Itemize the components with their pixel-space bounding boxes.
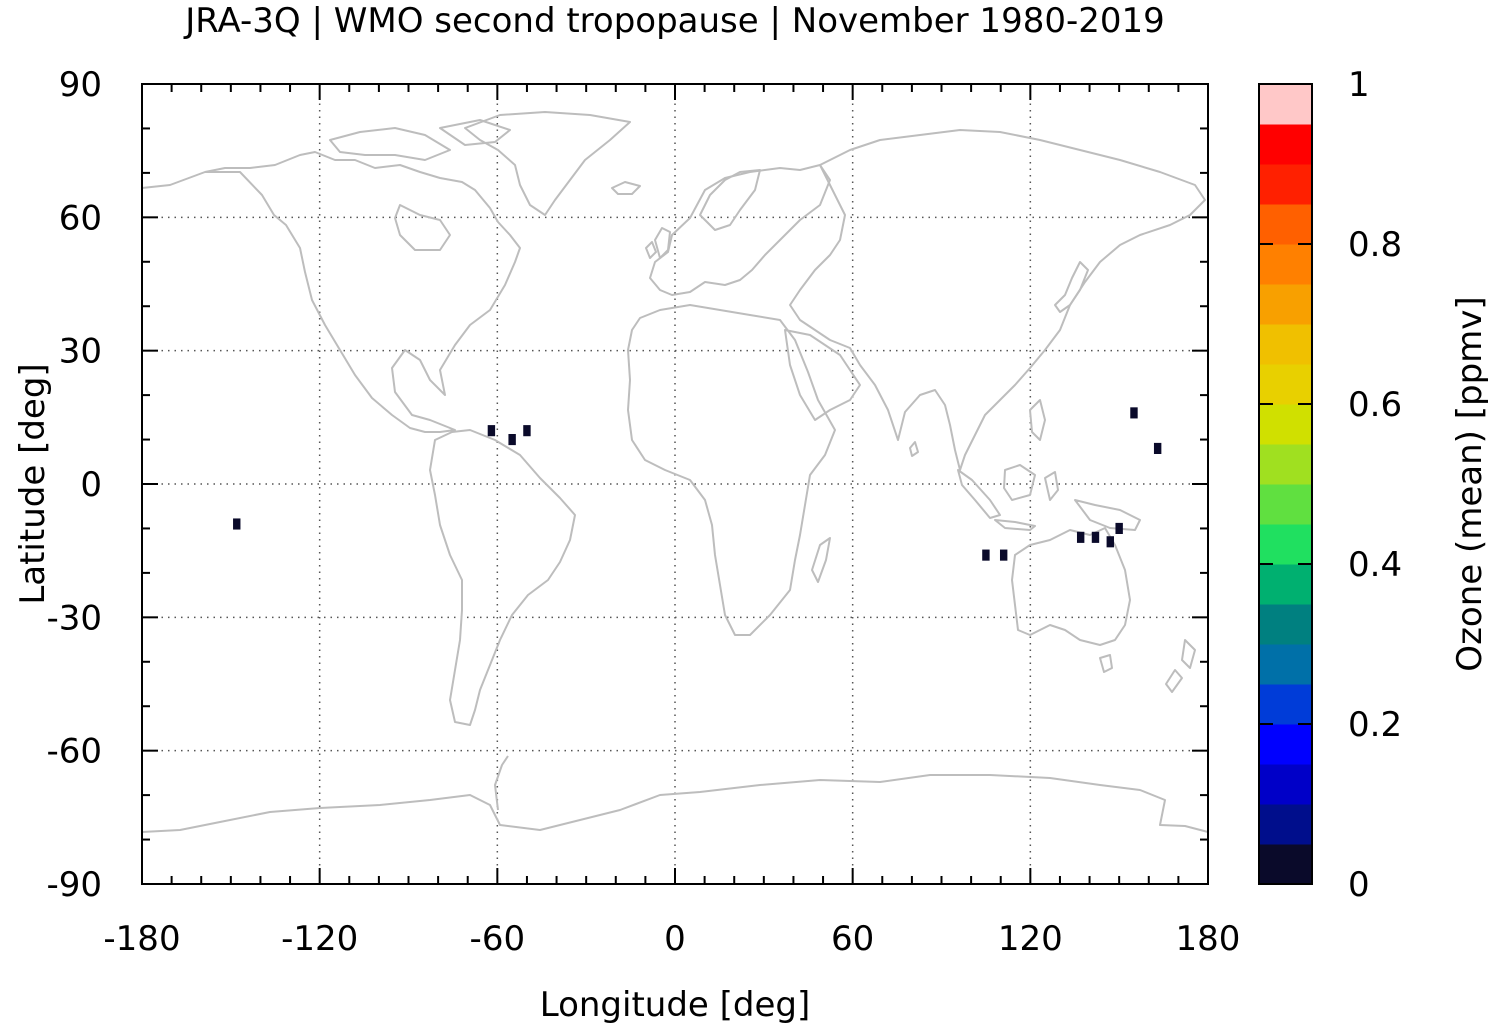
colorbar-tick-label: 1 <box>1348 65 1370 105</box>
colorbar-tick-label: 0.2 <box>1348 705 1402 745</box>
x-tick-label: 0 <box>664 919 686 959</box>
data-cell <box>1153 442 1162 454</box>
y-tick-label: 90 <box>59 65 102 105</box>
colorbar-segment <box>1259 84 1312 125</box>
colorbar-segment <box>1259 484 1312 525</box>
data-cell <box>233 518 241 530</box>
colorbar-segment <box>1259 324 1312 365</box>
y-tick-label: 0 <box>80 465 102 505</box>
x-tick-label: -120 <box>281 919 358 959</box>
data-cell <box>1115 522 1123 534</box>
data-cell <box>508 434 516 446</box>
chart-title: JRA-3Q | WMO second tropopause | Novembe… <box>183 1 1165 41</box>
colorbar-frame <box>1258 83 1313 885</box>
x-axis-label: Longitude [deg] <box>540 985 811 1025</box>
colorbar-segment <box>1259 364 1312 405</box>
colorbar-segment <box>1259 604 1312 645</box>
y-tick-label: -30 <box>46 598 102 638</box>
data-cell <box>487 425 496 437</box>
data-cell <box>1091 531 1100 543</box>
colorbar-segment <box>1259 284 1312 325</box>
y-tick-label: 60 <box>59 198 102 238</box>
coastline-map <box>141 111 1209 833</box>
colorbar-segment <box>1259 804 1312 845</box>
data-cell <box>1106 536 1114 548</box>
x-tick-label: 180 <box>1176 919 1241 959</box>
colorbar-segment <box>1259 524 1312 565</box>
colorbar-segment <box>1259 124 1312 165</box>
colorbar-segment <box>1259 844 1312 885</box>
colorbar-tick-label: 0.6 <box>1348 385 1402 425</box>
x-tick-label: 120 <box>998 919 1063 959</box>
x-tick-label: -180 <box>103 919 180 959</box>
y-tick-label: 30 <box>59 332 102 372</box>
data-cell <box>1076 531 1085 543</box>
data-cell <box>1130 407 1138 419</box>
y-tick-label: -90 <box>46 865 102 905</box>
colorbar-segment <box>1259 764 1312 805</box>
data-cell <box>982 549 990 561</box>
colorbar-label: Ozone (mean) [ppmv] <box>1450 296 1490 671</box>
colorbar-segment <box>1259 684 1312 725</box>
colorbar-segment <box>1259 164 1312 205</box>
grid-lines <box>142 84 1208 884</box>
colorbar-segment <box>1259 204 1312 245</box>
x-tick-label: 60 <box>831 919 874 959</box>
x-tick-label: -60 <box>470 919 526 959</box>
colorbar-segment <box>1259 404 1312 445</box>
colorbar-tick-label: 0.4 <box>1348 545 1402 585</box>
colorbar: 0 0.2 0.4 0.6 0.8 1 <box>1258 65 1402 905</box>
y-tick-label: -60 <box>46 732 102 772</box>
colorbar-segment <box>1259 724 1312 765</box>
colorbar-segment <box>1259 444 1312 485</box>
colorbar-tick-label: 0.8 <box>1348 225 1402 265</box>
colorbar-segment <box>1259 564 1312 605</box>
colorbar-segment <box>1259 644 1312 685</box>
colorbar-segment <box>1259 244 1312 285</box>
y-axis-label: Latitude [deg] <box>13 363 53 604</box>
data-cell <box>999 549 1008 561</box>
colorbar-tick-label: 0 <box>1348 865 1370 905</box>
data-cells <box>233 407 1162 561</box>
data-cell <box>523 425 531 437</box>
